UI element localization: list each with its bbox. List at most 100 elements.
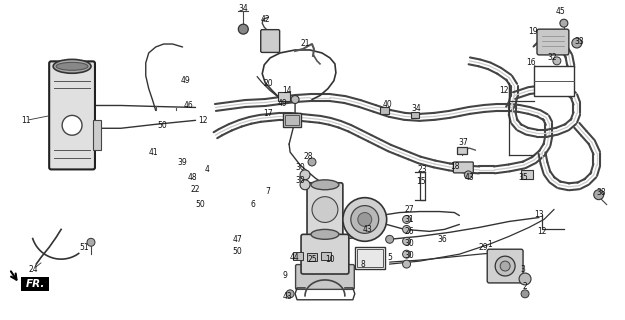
FancyBboxPatch shape [488, 249, 523, 283]
Circle shape [317, 202, 333, 218]
Text: 12: 12 [499, 86, 509, 95]
Circle shape [500, 261, 510, 271]
Bar [357, 249, 382, 267]
Text: 3: 3 [521, 265, 526, 274]
Text: 35: 35 [518, 173, 528, 182]
FancyBboxPatch shape [49, 61, 95, 169]
Text: 36: 36 [438, 235, 448, 244]
Ellipse shape [56, 62, 88, 70]
Bar [285, 116, 299, 125]
FancyBboxPatch shape [537, 29, 569, 55]
Bar [458, 147, 468, 154]
Bar [283, 113, 301, 127]
Text: 41: 41 [149, 148, 159, 156]
Text: 46: 46 [184, 101, 193, 110]
Bar [521, 171, 533, 179]
Circle shape [386, 235, 394, 243]
Circle shape [87, 238, 95, 246]
Text: 27: 27 [405, 205, 414, 214]
Text: 43: 43 [363, 225, 372, 234]
Text: 9: 9 [282, 271, 288, 281]
Bar [534, 66, 574, 96]
Text: FR.: FR. [26, 279, 45, 289]
Ellipse shape [53, 60, 91, 73]
Text: 40: 40 [382, 100, 392, 109]
Circle shape [519, 273, 531, 285]
Text: 43: 43 [464, 173, 474, 182]
Text: 22: 22 [191, 185, 200, 194]
Text: 50: 50 [232, 247, 242, 256]
Bar [321, 252, 331, 260]
Circle shape [402, 237, 411, 245]
Bar [411, 112, 419, 118]
Circle shape [351, 206, 379, 233]
Text: 5: 5 [388, 253, 392, 262]
Text: 18: 18 [451, 163, 460, 172]
Circle shape [238, 24, 248, 34]
Text: 20: 20 [263, 79, 273, 88]
Text: 33: 33 [574, 36, 584, 45]
Circle shape [402, 260, 411, 268]
Text: 19: 19 [528, 27, 538, 36]
Circle shape [402, 215, 411, 223]
Circle shape [402, 225, 411, 233]
Circle shape [300, 180, 310, 190]
Text: 47: 47 [232, 235, 242, 244]
Text: 29: 29 [478, 243, 488, 252]
Circle shape [553, 57, 561, 65]
Text: 10: 10 [325, 255, 335, 264]
Text: 7: 7 [266, 187, 271, 196]
FancyBboxPatch shape [301, 234, 349, 274]
FancyBboxPatch shape [307, 183, 343, 236]
Text: 13: 13 [534, 210, 544, 219]
Text: 42: 42 [261, 15, 270, 24]
Circle shape [300, 170, 310, 180]
Text: 12: 12 [538, 227, 547, 236]
Text: 16: 16 [526, 58, 536, 67]
Circle shape [312, 197, 338, 222]
Circle shape [560, 19, 568, 27]
Text: 12: 12 [198, 116, 208, 125]
FancyBboxPatch shape [261, 30, 279, 52]
Bar [307, 253, 317, 261]
Circle shape [495, 256, 515, 276]
Text: 30: 30 [405, 251, 414, 260]
Circle shape [62, 116, 82, 135]
Text: 15: 15 [416, 177, 426, 186]
Text: 30: 30 [295, 176, 305, 185]
Circle shape [308, 158, 316, 166]
Text: 32: 32 [547, 53, 557, 62]
Bar [93, 120, 101, 150]
Bar [21, 277, 49, 291]
Ellipse shape [311, 229, 339, 239]
Text: 21: 21 [300, 38, 310, 48]
Text: 6: 6 [251, 200, 256, 209]
Circle shape [291, 96, 299, 103]
Circle shape [521, 290, 529, 298]
Text: 26: 26 [405, 227, 414, 236]
Text: 30: 30 [295, 164, 305, 172]
Text: 37: 37 [459, 138, 468, 147]
Bar [380, 107, 389, 114]
Bar [419, 172, 424, 200]
Text: 38: 38 [597, 188, 606, 197]
Text: 23: 23 [418, 165, 428, 174]
Text: 1: 1 [487, 240, 492, 249]
Circle shape [572, 38, 582, 48]
Text: 30: 30 [405, 239, 414, 248]
Text: 28: 28 [303, 152, 312, 161]
Text: 17: 17 [263, 109, 273, 118]
Text: 31: 31 [405, 215, 414, 224]
Circle shape [464, 171, 472, 179]
Text: 50: 50 [196, 200, 206, 209]
Bar [278, 92, 290, 100]
Text: 8: 8 [361, 260, 365, 268]
Text: 11: 11 [21, 116, 31, 125]
Text: 14: 14 [282, 86, 292, 95]
Bar [355, 247, 384, 269]
Circle shape [402, 250, 411, 258]
Circle shape [343, 198, 387, 241]
Circle shape [594, 190, 604, 200]
Text: 34: 34 [412, 104, 421, 113]
Bar [293, 252, 303, 260]
